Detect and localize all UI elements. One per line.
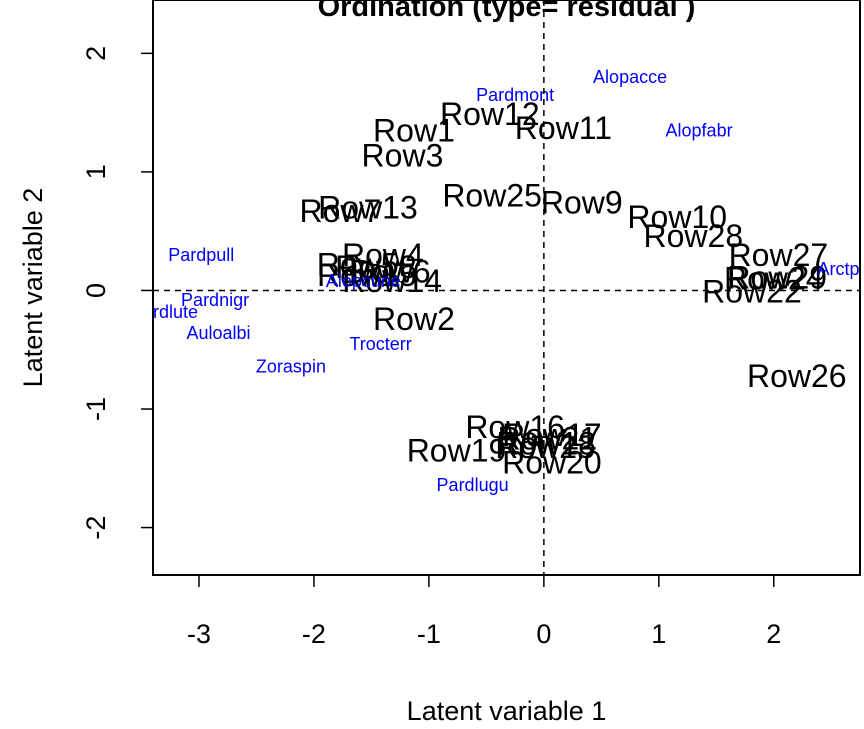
row-point-label: Row21 [498,421,598,457]
row-point-label: Row6 [349,253,431,289]
row-point-label: Row17 [502,417,602,453]
row-point-label: Row10 [627,199,727,235]
row-point-label: Row29 [727,259,827,295]
x-tick-label: 2 [766,619,781,649]
chart-title: Ordination (type= residual ) [318,0,696,23]
row-point-label: Row27 [729,237,829,273]
y-tick-label: 2 [81,46,111,61]
x-tick-label: -2 [302,619,326,649]
row-point-label: Row12 [440,96,540,132]
species-point-label: Zoraspin [256,356,326,376]
x-axis: -3 -2 -1 0 1 2 [187,574,781,649]
row-point-label: Row18 [496,425,596,461]
row-point-label: Row23 [495,429,595,465]
species-point-label: Auloalbi [187,323,251,343]
row-point-label: Row13 [318,189,418,225]
row-point-label: Row16 [465,409,565,445]
row-point-label: Row5 [317,246,399,282]
row-point-label: Row8 [335,249,417,285]
row-point-label: Row25 [442,178,542,214]
species-point-label: Pardmont [476,85,554,105]
row-point-label: Row19 [407,433,507,469]
row-point-label: Row15 [317,257,417,293]
y-tick-label: 0 [81,283,111,298]
row-point-label: Row7 [299,193,381,229]
row-point-label: Row3 [362,137,444,173]
row-point-label: Row2 [373,301,455,337]
y-axis-label: Latent variable 2 [18,188,48,388]
row-point-label: Row28 [644,218,744,254]
species-point-label: Trocterr [349,334,411,354]
row-point-label: Row11 [515,110,612,146]
y-tick-label: 1 [81,164,111,179]
y-axis: -2 -1 0 1 2 [81,46,154,540]
x-tick-label: -3 [187,619,211,649]
row-point-label: Row14 [342,263,442,299]
row-point-label: Row1 [373,112,455,148]
x-tick-label: 0 [536,619,551,649]
species-point-label: Pardnigr [181,290,249,310]
x-tick-label: 1 [651,619,666,649]
species-point-label: Alopfabr [666,120,733,140]
row-point-label: Row4 [342,237,424,273]
species-point-label: Alopacce [593,67,667,87]
species-point-label: Pardlute [131,302,198,322]
species-point-label: Arctperi [817,259,864,279]
x-axis-label: Latent variable 1 [407,696,607,726]
row-point-label: Row26 [747,358,847,394]
row-point-label: Row20 [502,444,602,480]
species-point-label: Pardpull [168,245,234,265]
species-point-label: Pardlugu [437,475,509,495]
row-point-label: Row9 [541,185,623,221]
row-point-label: Row22 [702,274,802,310]
x-tick-label: -1 [417,619,441,649]
y-tick-label: -1 [81,397,111,421]
species-point-label: Alopcune [326,271,401,291]
y-tick-label: -2 [81,516,111,540]
